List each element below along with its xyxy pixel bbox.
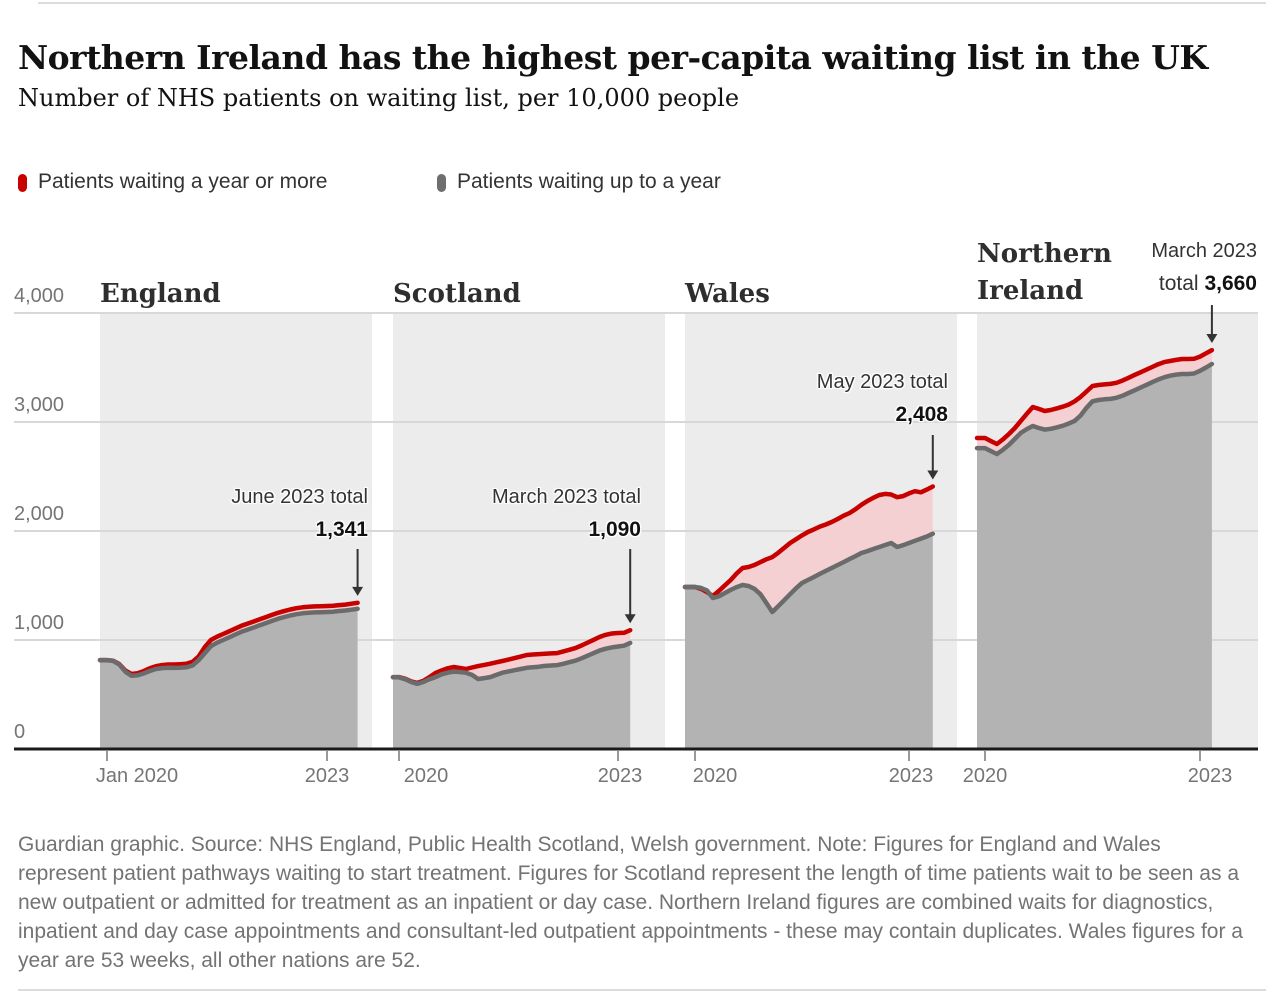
annotation-wales: May 2023 total 2,408 (817, 371, 948, 427)
y-axis-label-0: 0 (14, 721, 26, 743)
legend-label: Patients waiting a year or more (38, 170, 328, 193)
x-axis-label: 2020 (962, 765, 1008, 787)
annotation-arrowhead-2 (927, 470, 939, 480)
source-note: Guardian graphic. Source: NHS England, P… (18, 833, 1243, 972)
x-axis-label: 2023 (304, 765, 350, 787)
under-year-line-3 (974, 361, 1215, 457)
annotation-line1: March 2023 total (492, 486, 641, 508)
panel-title-wales: Wales (685, 279, 770, 309)
x-axis-label: 2023 (888, 765, 934, 787)
annotation-arrowhead-0 (352, 586, 364, 596)
annotation-value: total 3,660 (1158, 272, 1257, 295)
under-year-area-0 (100, 608, 358, 749)
legend-label: Patients waiting up to a year (457, 170, 721, 193)
x-axis-label: 2023 (597, 765, 643, 787)
annotation-scotland: March 2023 total 1,090 (492, 486, 641, 542)
y-axis-label-1000: 1,000 (14, 612, 65, 634)
y-axis-label-2000: 2,000 (14, 503, 65, 525)
x-axis-label: 2020 (403, 765, 449, 787)
year-plus-area-2 (685, 486, 933, 612)
under-year-line-2 (682, 531, 936, 615)
x-axis-label: 2023 (1187, 765, 1233, 787)
panel-title-scotland: Scotland (393, 279, 521, 309)
page-subtitle: Number of NHS patients on waiting list, … (18, 84, 740, 112)
top-rule (38, 2, 1266, 4)
x-axis-label: 2020 (692, 765, 738, 787)
bottom-rule (18, 989, 1266, 991)
total-line-1 (390, 627, 633, 686)
annotation-line1: March 2023 (1151, 240, 1257, 262)
total-line-2 (682, 484, 936, 599)
annotation-arrowhead-3 (1206, 334, 1218, 344)
annotation-arrowhead-1 (624, 614, 636, 624)
y-axis-label-4000: 4,000 (14, 285, 65, 307)
under-year-line-1 (390, 640, 633, 687)
x-axis-label: Jan 2020 (95, 765, 179, 787)
annotation-england: June 2023 total 1,341 (231, 486, 368, 542)
under-year-line-0 (97, 606, 360, 679)
annotation-line1: May 2023 total (816, 371, 948, 393)
panel-title-northern-ireland: Northern Ireland (977, 239, 1112, 306)
page-title: Northern Ireland has the highest per-cap… (18, 38, 1208, 78)
total-line-3 (974, 347, 1215, 447)
annotation-value: 1,090 (588, 518, 641, 541)
annotation-value: 1,341 (315, 518, 368, 541)
under-year-area-3 (977, 364, 1212, 749)
annotation-northern-ireland: March 2023 total 3,660 (1151, 240, 1257, 296)
annotation-value: 2,408 (895, 403, 948, 426)
legend-swatch-gray (437, 174, 446, 192)
panel-title-england: England (100, 279, 221, 309)
legend-swatch-red (18, 174, 27, 192)
annotation-line1: June 2023 total (231, 486, 368, 508)
y-axis-label-3000: 3,000 (14, 394, 65, 416)
year-plus-area-3 (977, 350, 1212, 454)
under-year-area-1 (393, 642, 631, 749)
